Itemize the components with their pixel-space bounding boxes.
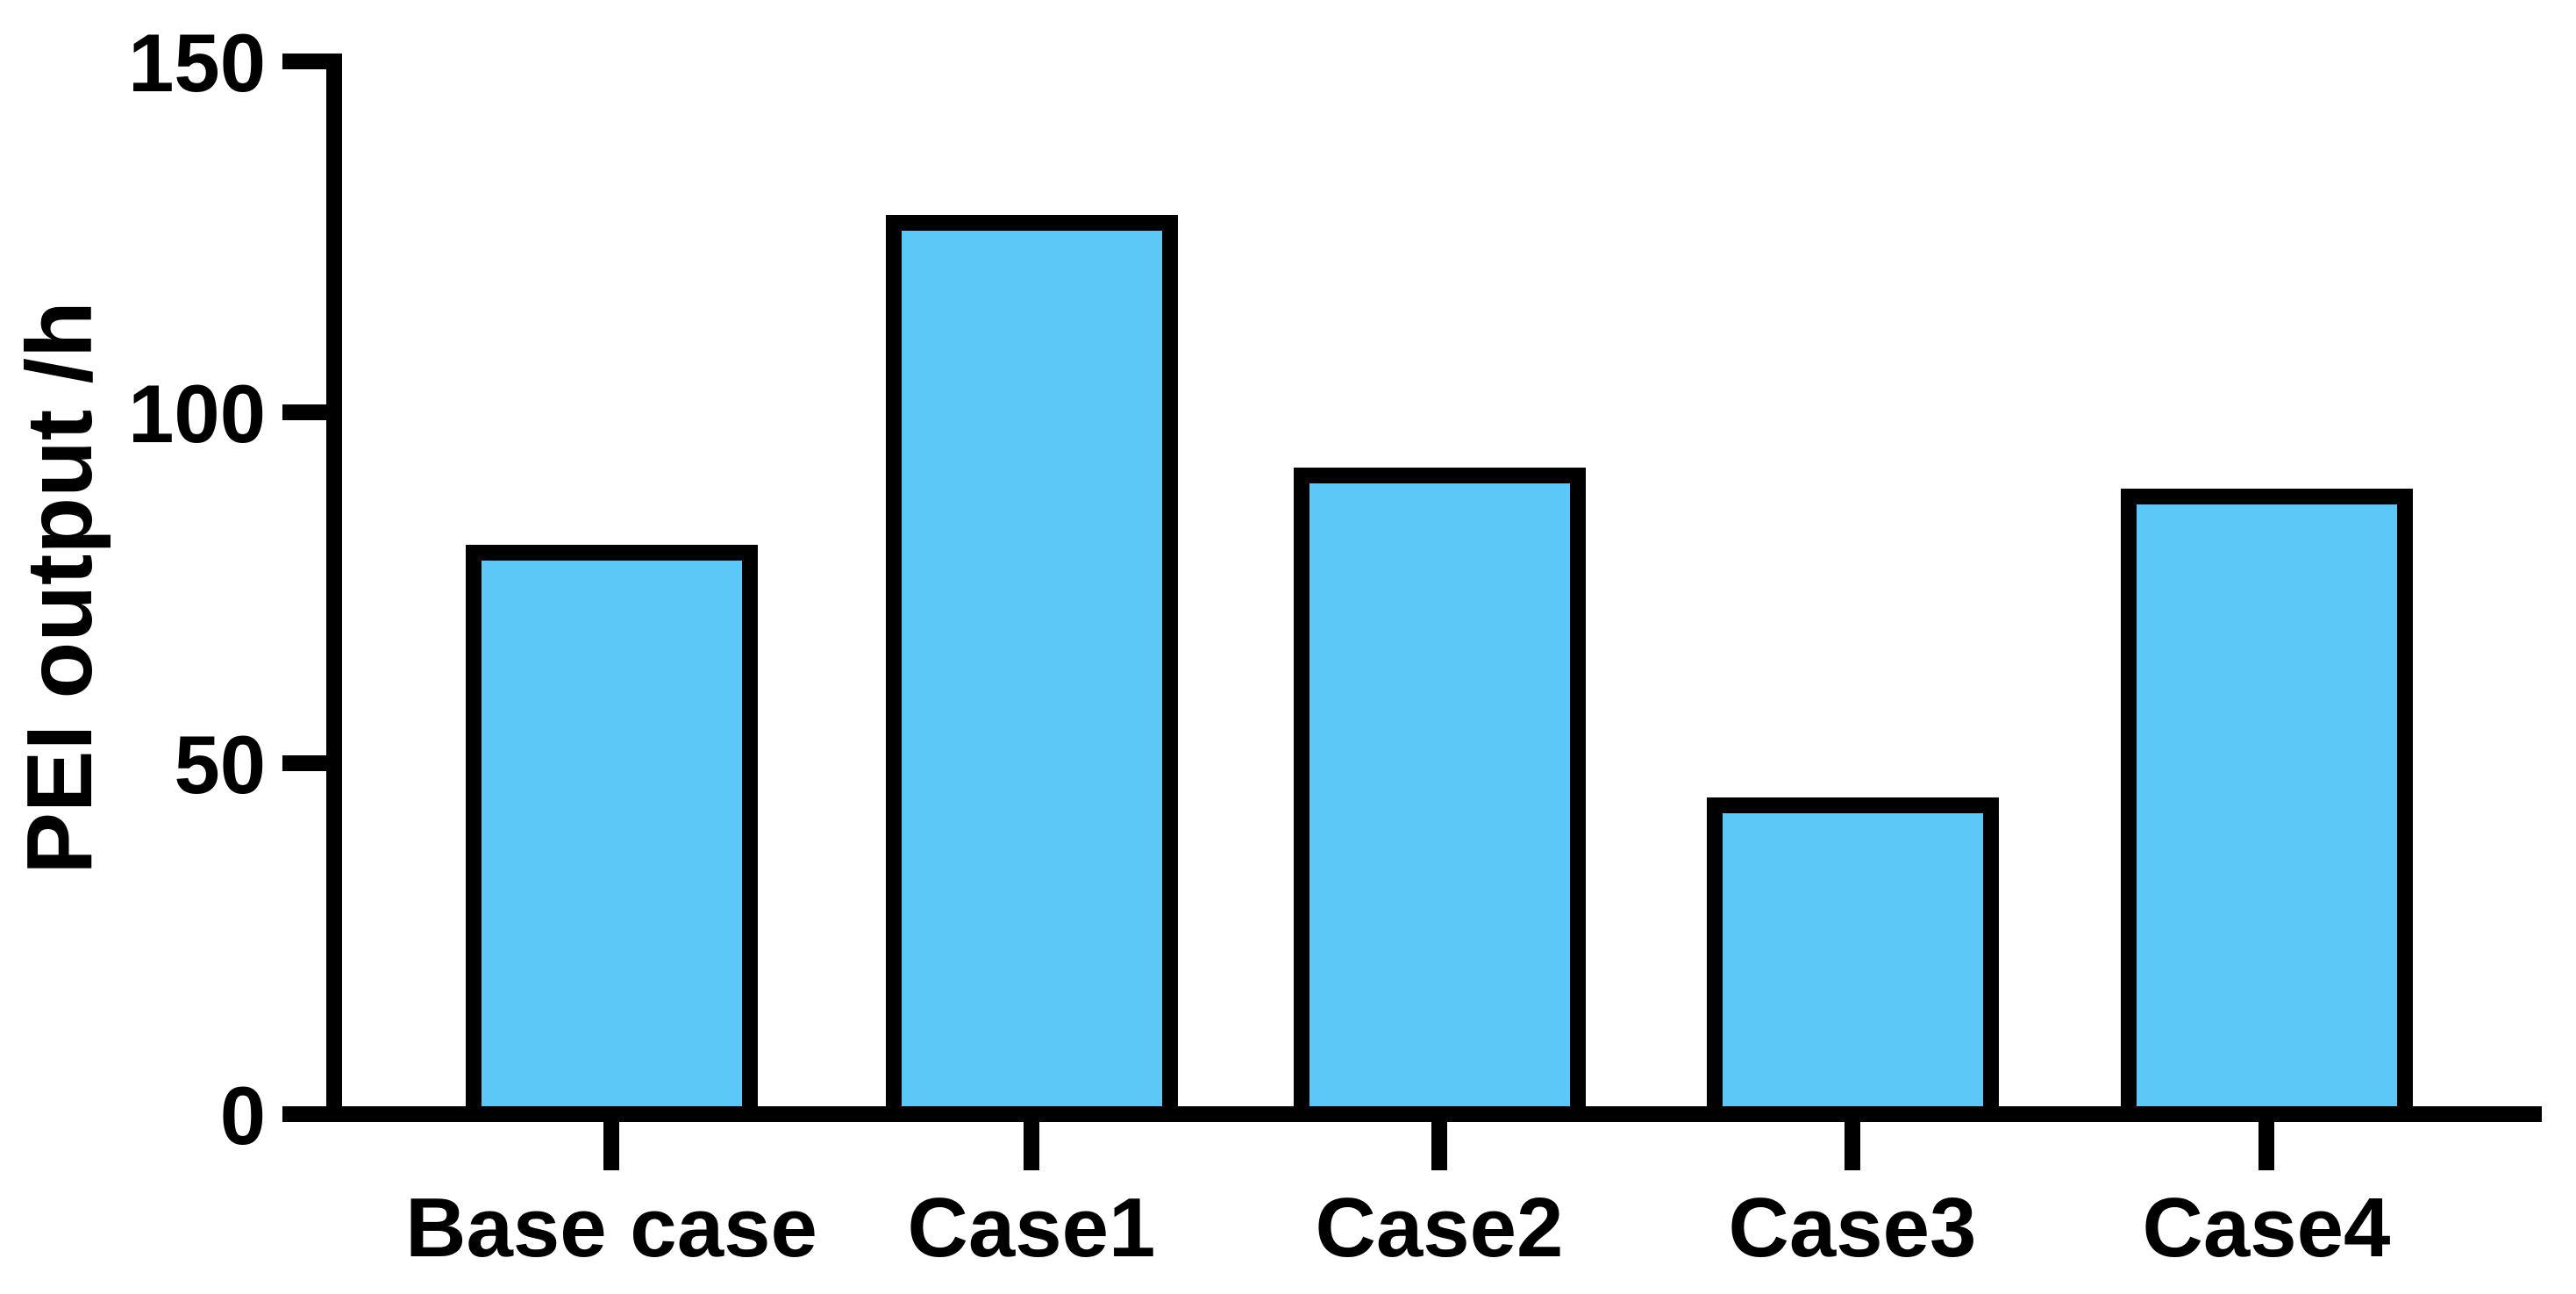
y-tick-label-0: 0 bbox=[220, 1069, 266, 1162]
y-tick-label-100: 100 bbox=[128, 368, 266, 460]
x-tick-base-case bbox=[603, 1122, 619, 1170]
bar-case4 bbox=[2121, 489, 2413, 1122]
x-tick-case1 bbox=[1024, 1122, 1039, 1170]
y-tick-label-150: 150 bbox=[128, 17, 266, 109]
bar-case1 bbox=[886, 215, 1178, 1122]
y-tick-label-50: 50 bbox=[174, 718, 266, 811]
x-tick-case3 bbox=[1845, 1122, 1860, 1170]
x-tick-case4 bbox=[2258, 1122, 2274, 1170]
bar-base-case bbox=[466, 545, 758, 1122]
x-label-base-case: Base case bbox=[405, 1181, 817, 1275]
x-label-case3: Case3 bbox=[1729, 1181, 1977, 1275]
x-label-case2: Case2 bbox=[1316, 1181, 1564, 1275]
bar-case2 bbox=[1294, 468, 1586, 1122]
y-axis-title: PEI output /h bbox=[8, 301, 111, 875]
x-axis-line bbox=[282, 1106, 2542, 1122]
x-label-case1: Case1 bbox=[908, 1181, 1156, 1275]
y-tick-50 bbox=[282, 755, 337, 771]
y-tick-100 bbox=[282, 404, 337, 420]
x-tick-case2 bbox=[1431, 1122, 1447, 1170]
y-tick-150 bbox=[282, 54, 337, 69]
x-label-case4: Case4 bbox=[2143, 1181, 2391, 1275]
bar-case3 bbox=[1707, 797, 1999, 1122]
y-axis-spine bbox=[326, 54, 342, 1122]
